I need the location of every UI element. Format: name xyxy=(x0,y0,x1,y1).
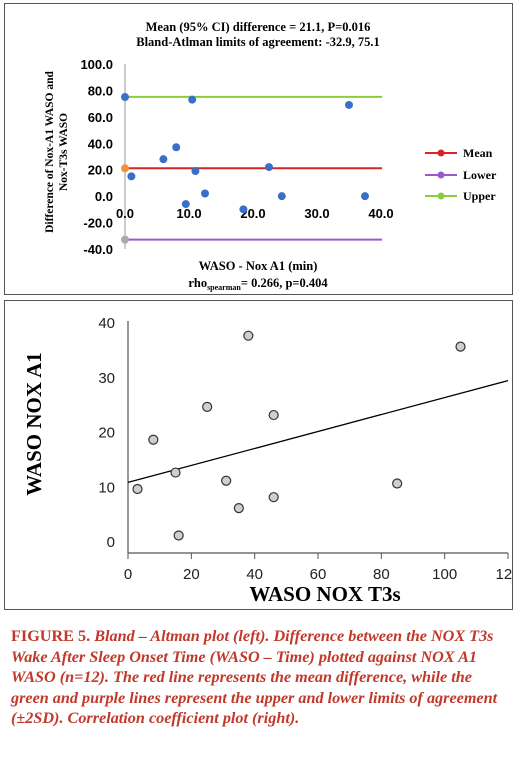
legend-label: Lower xyxy=(463,168,497,182)
x-axis-label: WASO - Nox A1 (min) xyxy=(199,259,318,273)
data-point xyxy=(132,483,143,495)
x-tick-label: 30.0 xyxy=(304,206,329,221)
lower-marker xyxy=(121,235,129,244)
correlation-chart: 403020100020406080100120WASO NOX T3sWASO… xyxy=(22,315,512,606)
y-tick-label: 80.0 xyxy=(88,83,113,98)
data-point xyxy=(181,200,190,209)
x-tick-label: 40.0 xyxy=(368,206,393,221)
legend-marker xyxy=(437,171,445,179)
y-tick-label: 10 xyxy=(98,479,115,496)
y-tick-label: -20.0 xyxy=(83,216,113,231)
x-tick-label: 0.0 xyxy=(116,206,134,221)
x-tick-label: 0 xyxy=(124,566,132,583)
y-axis-label: WASO NOX A1 xyxy=(22,352,46,496)
x-tick-label: 80 xyxy=(373,566,390,583)
data-point xyxy=(121,93,129,102)
y-axis-label-line2: Nox-T3s WASO xyxy=(58,113,70,191)
legend-label: Upper xyxy=(463,189,496,203)
correlation-note: rhospearman= 0.266, p=0.404 xyxy=(188,276,328,292)
data-point xyxy=(233,503,244,514)
caption-label: FIGURE 5. xyxy=(11,627,91,645)
mean-marker xyxy=(121,164,129,173)
data-point xyxy=(191,167,200,176)
chart-title: Mean (95% CI) difference = 21.1, P=0.016 xyxy=(146,20,371,34)
x-tick-label: 100 xyxy=(432,566,457,583)
data-point xyxy=(265,163,273,172)
x-tick-label: 20 xyxy=(183,566,200,583)
trend-line xyxy=(127,379,509,484)
data-point xyxy=(170,467,181,478)
caption-text: Bland – Altman plot (left). Difference b… xyxy=(11,627,498,727)
data-point xyxy=(268,409,279,421)
data-point xyxy=(221,475,232,486)
data-point xyxy=(243,330,254,341)
y-tick-label: 0.0 xyxy=(95,189,113,204)
legend-marker xyxy=(437,192,445,200)
y-axis-label-line1: Difference of Nox-A1 WASO and xyxy=(44,70,56,232)
chart-subtitle: Bland-Atlman limits of agreement: -32.9,… xyxy=(136,35,380,49)
data-point xyxy=(148,434,159,445)
y-tick-label: 20.0 xyxy=(88,163,113,178)
data-point xyxy=(202,401,213,412)
data-point xyxy=(361,192,369,201)
data-point xyxy=(188,95,197,104)
y-axis-label: Difference of Nox-A1 WASO and Nox-T3s WAS… xyxy=(44,70,70,232)
x-tick-label: 60 xyxy=(310,566,327,583)
y-tick-label: 100.0 xyxy=(80,57,113,72)
data-point xyxy=(239,205,248,214)
data-point xyxy=(159,155,168,164)
data-point xyxy=(268,492,279,503)
x-axis-label: WASO NOX T3s xyxy=(249,582,400,606)
y-tick-label: -40.0 xyxy=(83,242,113,257)
y-tick-label: 40 xyxy=(98,315,115,332)
data-point xyxy=(392,478,403,489)
bland-altman-panel: Mean (95% CI) difference = 21.1, P=0.016… xyxy=(4,3,513,295)
data-point xyxy=(277,192,286,201)
figure-caption: FIGURE 5. Bland – Altman plot (left). Di… xyxy=(11,626,511,729)
correlation-panel: 403020100020406080100120WASO NOX T3sWASO… xyxy=(4,300,513,610)
data-point xyxy=(201,189,209,198)
x-tick-label: 120 xyxy=(495,566,512,583)
y-tick-label: 30 xyxy=(98,370,115,387)
legend-marker xyxy=(437,149,445,157)
note-prefix: rho xyxy=(188,276,207,290)
data-point xyxy=(172,143,181,152)
legend-label: Mean xyxy=(463,146,493,160)
x-tick-label: 10.0 xyxy=(176,206,201,221)
data-point xyxy=(127,172,136,181)
y-tick-label: 40.0 xyxy=(88,136,113,151)
data-point xyxy=(455,341,466,352)
y-tick-label: 20 xyxy=(98,425,115,442)
y-tick-label: 60.0 xyxy=(88,110,113,125)
bland-altman-chart: Mean (95% CI) difference = 21.1, P=0.016… xyxy=(44,20,497,292)
y-tick-label: 0 xyxy=(107,534,115,551)
note-suffix: = 0.266, p=0.404 xyxy=(241,276,329,290)
data-point xyxy=(173,530,184,541)
data-point xyxy=(345,100,353,109)
x-tick-label: 40 xyxy=(246,566,263,583)
note-subscript: spearman xyxy=(207,283,241,292)
